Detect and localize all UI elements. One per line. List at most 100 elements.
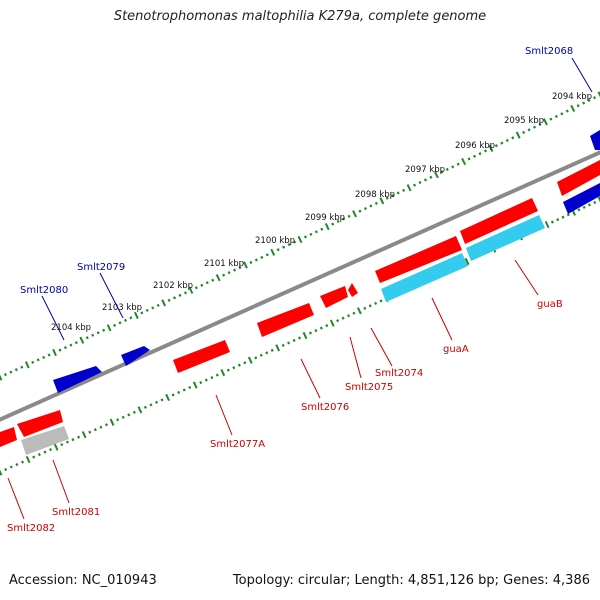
leader-line — [431, 297, 453, 341]
minor-tick — [478, 152, 482, 156]
minor-tick — [582, 205, 586, 209]
minor-tick — [576, 104, 580, 108]
rna-feature-left[interactable] — [381, 253, 468, 302]
minor-tick — [429, 175, 433, 179]
minor-tick — [342, 217, 346, 221]
gene-label-smlt2082[interactable]: Smlt2082 — [7, 523, 55, 534]
minor-tick — [396, 191, 400, 195]
minor-tick — [582, 101, 586, 105]
minor-tick — [358, 209, 362, 213]
minor-tick — [538, 122, 542, 127]
minor-tick — [96, 331, 100, 335]
minor-tick — [15, 462, 19, 467]
minor-tick — [210, 376, 214, 380]
gene-arrow-smlt2068[interactable] — [590, 130, 600, 150]
gene-arrow-smlt2081[interactable] — [17, 410, 63, 437]
minor-tick — [593, 200, 597, 205]
minor-tick — [561, 215, 565, 219]
gene-label-smlt2077a[interactable]: Smlt2077A — [210, 439, 265, 450]
major-tick — [220, 369, 226, 377]
gene-arrow-guab[interactable] — [460, 198, 538, 244]
leader-line — [41, 295, 65, 341]
minor-tick — [363, 306, 367, 310]
minor-tick — [211, 278, 215, 282]
major-tick — [379, 197, 385, 205]
minor-tick — [456, 162, 460, 166]
minor-tick — [65, 440, 69, 444]
minor-tick — [173, 296, 177, 300]
gene-arrow-forward-right[interactable] — [563, 183, 600, 214]
gene-arrow-smlt2080[interactable] — [53, 366, 102, 393]
gene-label-guab[interactable]: guaB — [537, 299, 563, 310]
minor-tick — [183, 291, 187, 295]
minor-tick — [149, 403, 153, 407]
leader-line — [300, 358, 321, 399]
gene-label-smlt2074[interactable]: Smlt2074 — [375, 368, 423, 379]
gene-label-smlt2079[interactable]: Smlt2079 — [77, 262, 125, 273]
minor-tick — [204, 378, 208, 382]
gene-arrow-smlt2077a[interactable] — [173, 340, 230, 373]
major-tick — [106, 324, 112, 332]
minor-tick — [533, 125, 537, 129]
major-tick — [133, 311, 139, 319]
major-tick — [544, 220, 550, 229]
gene-arrow-reverse-right[interactable] — [557, 160, 600, 196]
major-tick — [270, 248, 276, 256]
pseudo-feature[interactable] — [21, 426, 69, 455]
major-tick — [597, 91, 600, 98]
minor-tick — [259, 353, 263, 357]
minor-tick — [347, 214, 351, 218]
rna-feature-right[interactable] — [466, 215, 545, 261]
major-tick — [324, 223, 330, 231]
minor-tick — [49, 448, 53, 452]
minor-tick — [36, 358, 40, 362]
minor-tick — [37, 453, 41, 457]
minor-tick — [69, 343, 73, 347]
minor-tick — [171, 393, 175, 397]
minor-tick — [445, 167, 449, 171]
minor-tick — [413, 183, 417, 187]
scale-label: 2099 kbp — [305, 213, 345, 223]
leader-line — [571, 57, 593, 93]
gene-label-smlt2068[interactable]: Smlt2068 — [525, 46, 573, 57]
minor-tick — [565, 109, 569, 113]
leader-line — [99, 272, 124, 319]
gene-label-smlt2075[interactable]: Smlt2075 — [345, 382, 393, 393]
minor-tick — [43, 450, 47, 454]
minor-tick — [385, 196, 389, 200]
major-tick — [0, 374, 3, 381]
minor-tick — [341, 316, 345, 320]
minor-tick — [369, 204, 373, 208]
major-tick — [81, 431, 87, 439]
major-tick — [52, 348, 57, 357]
gene-label-guaa[interactable]: guaA — [443, 344, 469, 355]
minor-tick — [293, 240, 297, 244]
gene-label-smlt2081[interactable]: Smlt2081 — [52, 507, 100, 518]
minor-tick — [379, 299, 383, 303]
minor-tick — [287, 243, 291, 247]
minor-tick — [194, 286, 198, 290]
minor-tick — [145, 308, 149, 312]
minor-tick — [129, 316, 133, 320]
minor-tick — [320, 227, 324, 231]
minor-tick — [9, 370, 13, 374]
gene-arrow-guaa[interactable] — [375, 236, 462, 283]
minor-tick — [20, 365, 24, 369]
minor-tick — [325, 324, 329, 328]
genome-backbone — [0, 150, 600, 422]
gene-arrow-smlt2075[interactable] — [320, 286, 348, 308]
gene-label-smlt2080[interactable]: Smlt2080 — [20, 285, 68, 296]
gene-arrow-smlt2076[interactable] — [257, 303, 314, 337]
gene-arrow-smlt2082[interactable] — [0, 427, 17, 447]
minor-tick — [391, 194, 395, 198]
leader-line — [52, 459, 70, 504]
gene-label-smlt2076[interactable]: Smlt2076 — [301, 402, 349, 413]
minor-tick — [303, 235, 307, 239]
major-tick — [357, 307, 362, 315]
gene-arrow-smlt2074[interactable] — [348, 283, 358, 297]
minor-tick — [522, 130, 526, 135]
gene-arrow-smlt2079[interactable] — [121, 346, 150, 366]
scale-label: 2098 kbp — [355, 190, 395, 200]
minor-tick — [249, 260, 253, 265]
